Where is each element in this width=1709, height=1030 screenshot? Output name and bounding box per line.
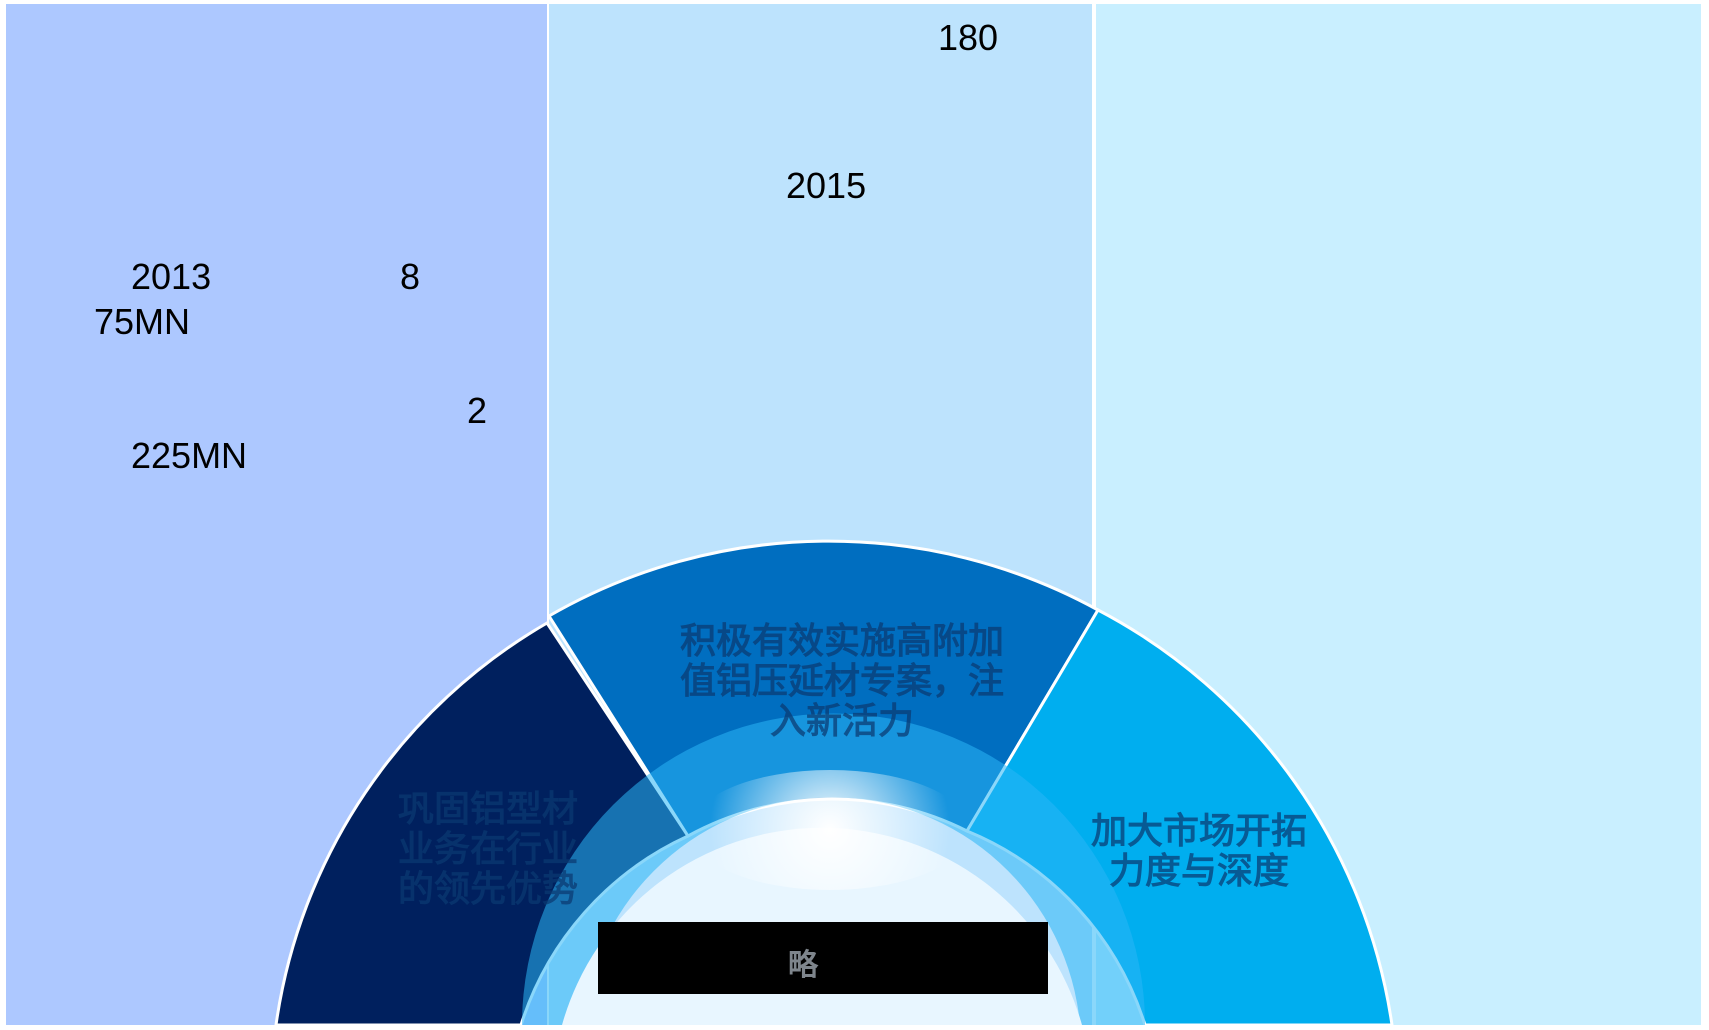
left-line2-value: 225MN (131, 435, 248, 476)
center-glow (690, 770, 970, 890)
center-title-box: 略 (598, 922, 1048, 994)
left-year-label: 2013 (131, 256, 212, 297)
center-title: 略 (788, 948, 818, 983)
middle-year-label: 2015 (786, 165, 867, 206)
inner-ring (522, 713, 1145, 1025)
left-line1-value: 75MN (94, 301, 191, 342)
left-line2-number: 2 (467, 390, 488, 431)
segment-left-label: 巩固铝型材 业务在行业 的领先优势 (397, 789, 578, 910)
middle-top-number: 180 (938, 17, 999, 58)
segment-right-label: 加大市场开拓 力度与深度 (1090, 811, 1307, 892)
segment-middle-label: 积极有效实施高附加 值铝压延材专案，注 入新活力 (679, 621, 1004, 742)
bottom-band (0, 1025, 1709, 1030)
left-line1-number: 8 (400, 256, 421, 297)
